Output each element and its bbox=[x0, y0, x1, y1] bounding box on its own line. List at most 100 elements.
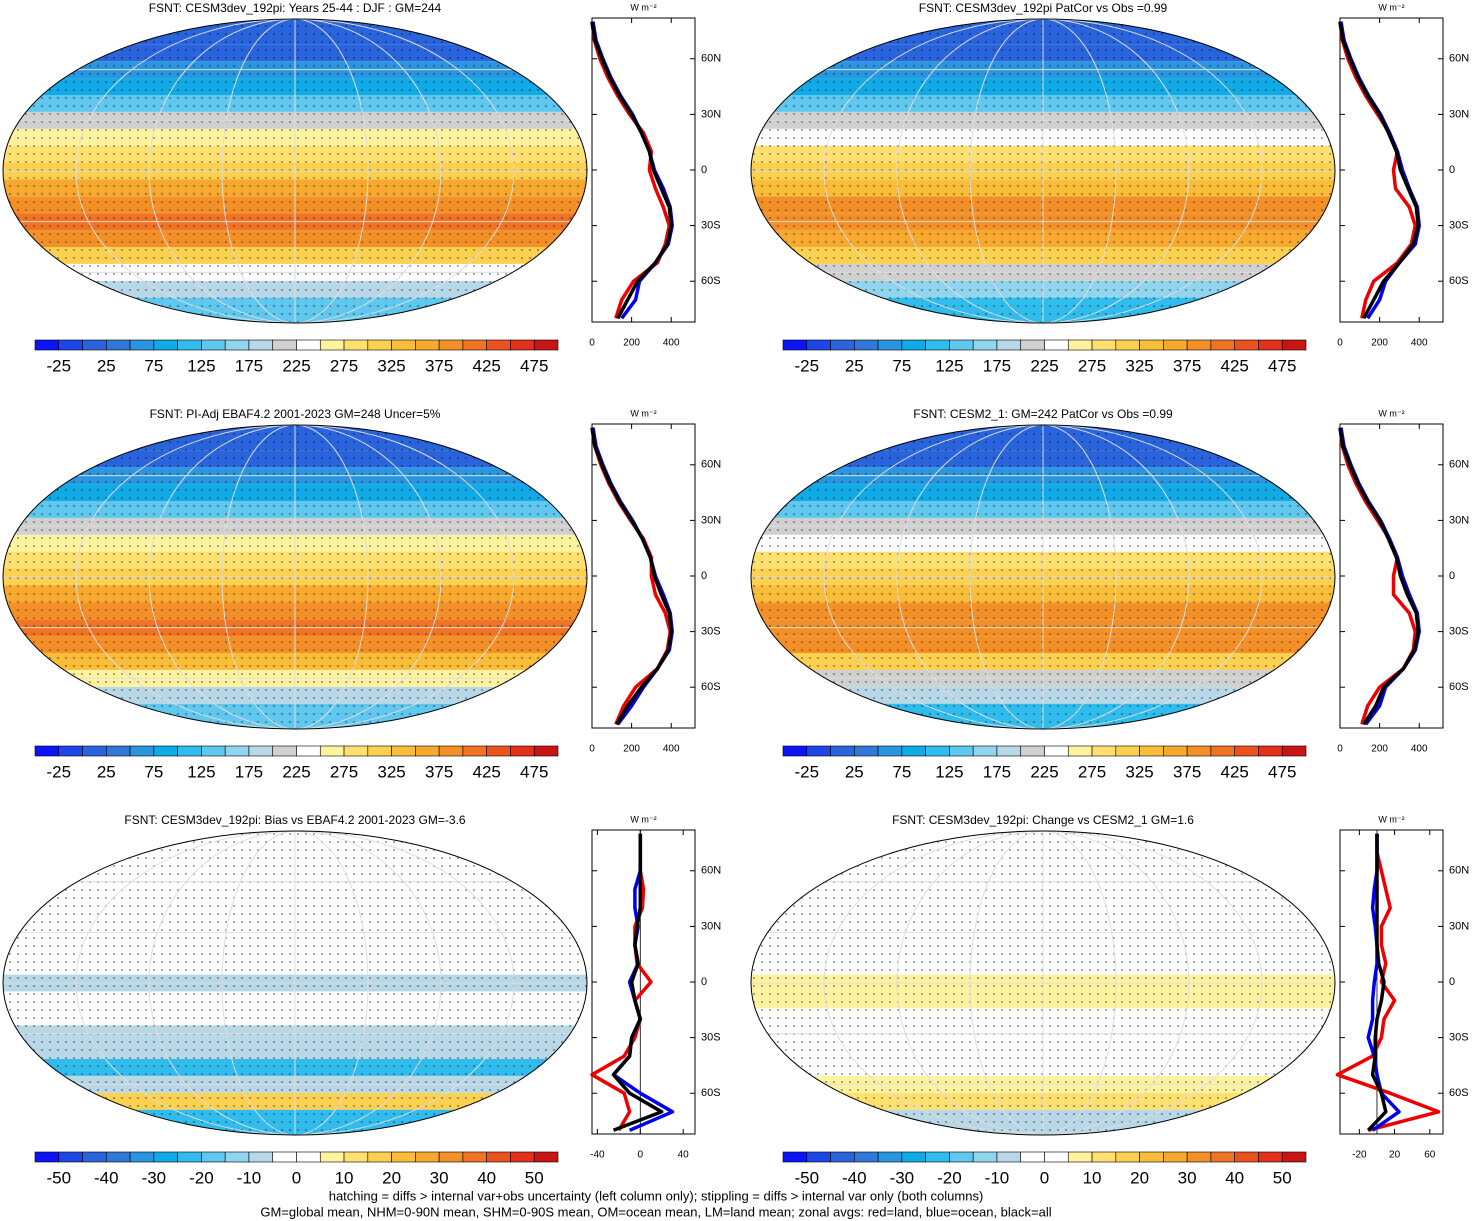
colorbar-label: 475 bbox=[520, 762, 548, 781]
zonal-line bbox=[1338, 427, 1420, 726]
y-tick-label: 30N bbox=[1449, 108, 1469, 120]
colorbar-label: 225 bbox=[1030, 762, 1058, 781]
colorbar-box bbox=[1258, 1151, 1283, 1163]
colorbar-box bbox=[58, 339, 83, 351]
colorbar-box bbox=[153, 339, 178, 351]
map-outline bbox=[750, 424, 1336, 730]
x-tick-label: 0 bbox=[589, 338, 595, 349]
colorbar-box bbox=[782, 339, 808, 351]
graticule bbox=[896, 19, 1190, 323]
colorbar-label: -20 bbox=[189, 1168, 214, 1187]
colorbar-box bbox=[1044, 339, 1069, 351]
colorbar-box bbox=[1210, 745, 1235, 757]
colorbar-box bbox=[391, 745, 416, 757]
colorbar-label: 125 bbox=[187, 356, 215, 375]
units-label: W m⁻² bbox=[1378, 2, 1404, 12]
graticule bbox=[823, 425, 1263, 729]
colorbar-box bbox=[1067, 1151, 1093, 1163]
colorbar-box bbox=[224, 1151, 250, 1163]
y-tick-label: 30N bbox=[1449, 920, 1469, 932]
colorbar-box bbox=[319, 745, 345, 757]
colorbar-box bbox=[201, 745, 226, 757]
colorbar-box bbox=[925, 745, 950, 757]
colorbar-box bbox=[1115, 1151, 1140, 1163]
colorbar-box bbox=[1258, 339, 1283, 351]
colorbar-box bbox=[129, 339, 155, 351]
colorbar-box bbox=[106, 745, 131, 757]
colorbar-box bbox=[248, 339, 274, 351]
colorbar-label: -40 bbox=[94, 1168, 119, 1187]
colorbar-box bbox=[533, 339, 559, 351]
map bbox=[751, 19, 1335, 323]
zonal-line bbox=[1366, 833, 1388, 1132]
colorbar-box bbox=[391, 339, 416, 351]
panel-title: FSNT: CESM3dev_192pi: Bias vs EBAF4.2 20… bbox=[124, 813, 465, 827]
colorbar-label: 475 bbox=[1268, 356, 1296, 375]
colorbar-box bbox=[486, 1151, 511, 1163]
colorbar-label: 125 bbox=[935, 356, 963, 375]
x-tick-label: 400 bbox=[1411, 744, 1428, 755]
map-outline bbox=[2, 830, 588, 1136]
colorbar-box bbox=[1044, 1151, 1069, 1163]
colorbar-box bbox=[1234, 339, 1259, 351]
colorbar-box bbox=[1020, 745, 1045, 757]
colorbar-box bbox=[82, 745, 107, 757]
map-outline bbox=[2, 18, 588, 324]
zonal-line bbox=[1335, 833, 1441, 1132]
plot-frame bbox=[1339, 17, 1444, 323]
colorbar-box bbox=[343, 1151, 369, 1163]
colorbar-box bbox=[877, 339, 903, 351]
map-outline bbox=[2, 424, 588, 730]
map-outline bbox=[750, 830, 1336, 1136]
colorbar-label: 175 bbox=[983, 356, 1011, 375]
map-outline bbox=[750, 18, 1336, 324]
colorbar-box bbox=[296, 745, 321, 757]
colorbar-box bbox=[1067, 745, 1093, 757]
colorbar-label: 30 bbox=[1178, 1168, 1197, 1187]
colorbar-box bbox=[319, 1151, 345, 1163]
colorbar-label: -25 bbox=[46, 356, 71, 375]
colorbar-box bbox=[949, 1151, 974, 1163]
colorbar-box bbox=[343, 339, 369, 351]
zonal-line bbox=[611, 833, 675, 1132]
y-tick-label: 0 bbox=[701, 164, 707, 176]
colorbar-box bbox=[1091, 339, 1117, 351]
colorbar-label: 125 bbox=[935, 762, 963, 781]
y-tick-label: 30S bbox=[1449, 626, 1469, 638]
colorbar-box bbox=[462, 745, 487, 757]
colorbar-box bbox=[34, 745, 60, 757]
colorbar-box bbox=[1258, 745, 1283, 757]
colorbar-label: 325 bbox=[377, 762, 405, 781]
colorbar-box bbox=[82, 1151, 107, 1163]
colorbar-box bbox=[272, 1151, 297, 1163]
colorbar-box bbox=[415, 1151, 440, 1163]
colorbar-box bbox=[58, 1151, 83, 1163]
x-tick-label: 200 bbox=[623, 744, 640, 755]
colorbar-box bbox=[462, 339, 487, 351]
zonal-line bbox=[1338, 21, 1420, 320]
units-label: W m⁻² bbox=[1378, 814, 1404, 824]
y-tick-label: 30S bbox=[701, 1032, 721, 1044]
colorbar-label: 275 bbox=[330, 762, 358, 781]
colorbar-box bbox=[1210, 1151, 1235, 1163]
x-tick-label: 400 bbox=[663, 744, 680, 755]
colorbar-box bbox=[510, 745, 535, 757]
map bbox=[751, 831, 1335, 1135]
y-tick-label: 60N bbox=[701, 53, 721, 65]
colorbar-box bbox=[319, 339, 345, 351]
colorbar-box bbox=[854, 339, 879, 351]
colorbar-label: -40 bbox=[842, 1168, 867, 1187]
panel-title: FSNT: CESM3dev_192pi PatCor vs Obs =0.99 bbox=[919, 1, 1168, 15]
colorbar-box bbox=[177, 745, 202, 757]
colorbar-box bbox=[782, 1151, 808, 1163]
colorbar-label: 20 bbox=[382, 1168, 401, 1187]
colorbar-box bbox=[82, 339, 107, 351]
panel-title: FSNT: PI-Adj EBAF4.2 2001-2023 GM=248 Un… bbox=[150, 407, 441, 421]
colorbar-box bbox=[438, 339, 464, 351]
colorbar-label: 325 bbox=[377, 356, 405, 375]
y-tick-label: 30N bbox=[1449, 514, 1469, 526]
graticule bbox=[969, 19, 1117, 323]
colorbar-box bbox=[1020, 1151, 1045, 1163]
colorbar-label: 275 bbox=[1078, 762, 1106, 781]
